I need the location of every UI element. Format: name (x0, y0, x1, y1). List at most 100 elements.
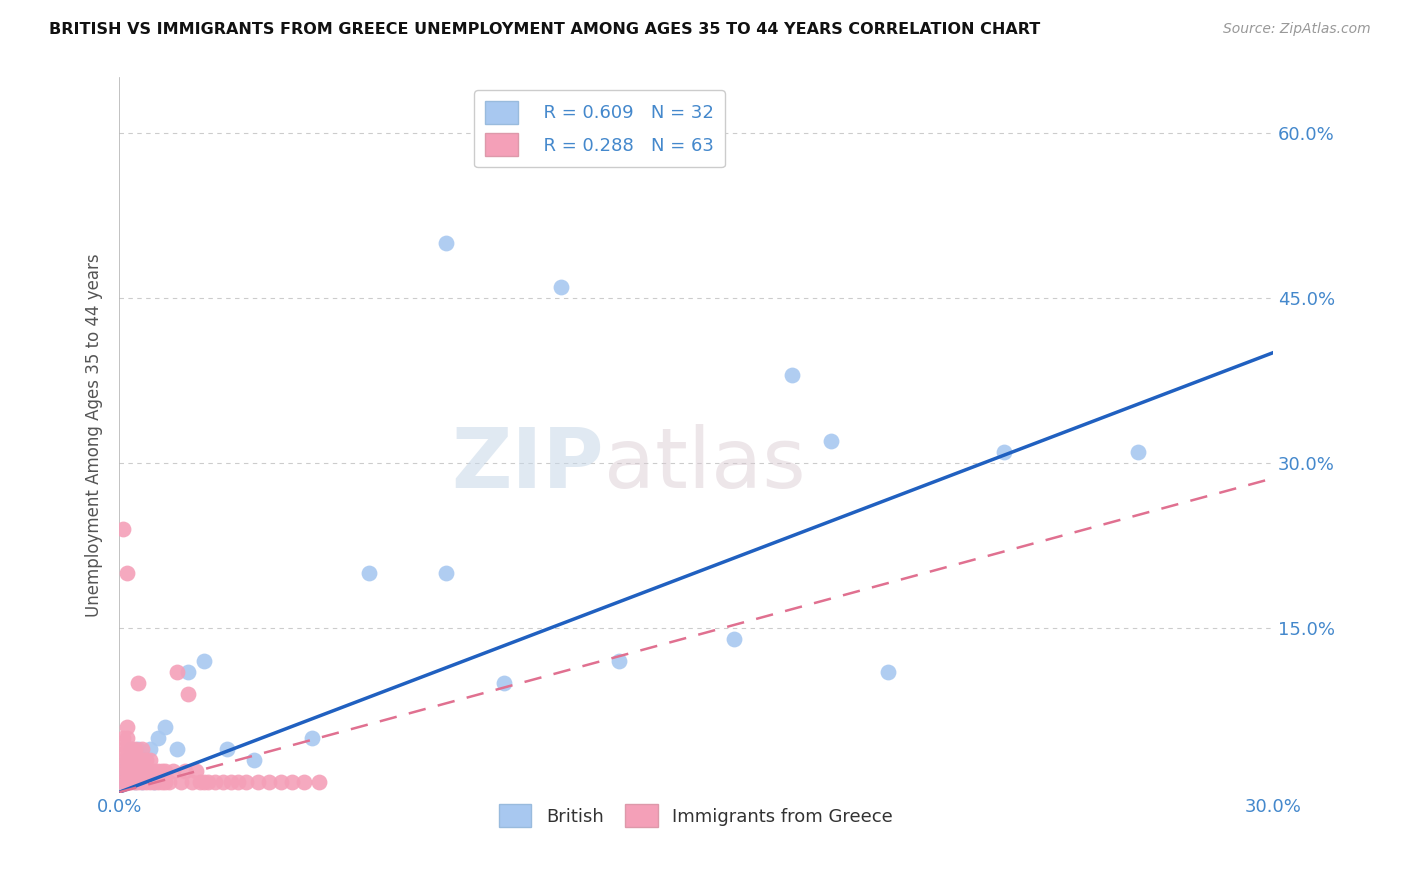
Point (115, 775, 138, 789)
Point (112, 775, 135, 789)
Text: ZIP: ZIP (451, 424, 603, 505)
Point (166, 665, 188, 680)
Point (243, 753, 266, 767)
Point (181, 775, 204, 789)
Point (131, 753, 153, 767)
Point (142, 775, 165, 789)
Point (115, 753, 138, 767)
Point (124, 742, 146, 756)
Point (142, 775, 165, 789)
Point (115, 720, 138, 734)
Point (115, 775, 138, 789)
Point (112, 731, 135, 746)
Point (186, 764, 208, 779)
Point (246, 775, 269, 789)
Point (131, 742, 153, 756)
Text: atlas: atlas (603, 424, 806, 505)
Point (124, 753, 146, 767)
Point (173, 764, 195, 779)
Point (292, 775, 315, 789)
Point (193, 775, 215, 789)
Point (128, 764, 150, 779)
Point (150, 764, 173, 779)
Point (434, 235, 457, 250)
Point (215, 742, 238, 756)
Point (131, 753, 153, 767)
Legend: British, Immigrants from Greece: British, Immigrants from Greece (492, 797, 900, 834)
Point (120, 742, 142, 756)
Point (120, 753, 142, 767)
Point (166, 742, 188, 756)
Point (359, 566, 381, 580)
Point (120, 775, 142, 789)
Point (820, 434, 842, 448)
Point (131, 775, 153, 789)
Point (197, 775, 219, 789)
Point (139, 742, 162, 756)
Point (139, 764, 162, 779)
Point (177, 687, 200, 701)
Point (128, 753, 150, 767)
Point (212, 775, 235, 789)
Point (607, 654, 630, 668)
Point (270, 775, 292, 789)
Point (135, 764, 157, 779)
Point (115, 742, 138, 756)
Point (308, 775, 330, 789)
Point (131, 764, 153, 779)
Point (124, 764, 146, 779)
Point (993, 445, 1015, 459)
Point (128, 775, 150, 789)
Point (128, 676, 150, 690)
Point (150, 775, 173, 789)
Point (112, 753, 135, 767)
Point (142, 764, 165, 779)
Point (128, 742, 150, 756)
Point (204, 775, 226, 789)
Point (135, 753, 157, 767)
Point (188, 775, 211, 789)
Point (301, 731, 323, 746)
Point (120, 764, 142, 779)
Point (235, 775, 257, 789)
Point (112, 522, 135, 536)
Point (124, 775, 146, 789)
Point (219, 775, 242, 789)
Point (139, 775, 162, 789)
Point (492, 676, 515, 690)
Point (193, 654, 215, 668)
Point (155, 720, 177, 734)
Point (228, 775, 250, 789)
Point (1128, 445, 1150, 459)
Point (112, 742, 135, 756)
Point (115, 764, 138, 779)
Point (115, 566, 138, 580)
Point (146, 764, 169, 779)
Point (780, 368, 803, 382)
Point (120, 742, 142, 756)
Point (257, 775, 280, 789)
Point (157, 775, 180, 789)
Point (112, 764, 135, 779)
Y-axis label: Unemployment Among Ages 35 to 44 years: Unemployment Among Ages 35 to 44 years (86, 253, 103, 617)
Point (124, 775, 146, 789)
Point (281, 775, 304, 789)
Point (550, 279, 572, 293)
Point (135, 764, 157, 779)
Point (146, 775, 169, 789)
Point (135, 775, 157, 789)
Point (877, 665, 900, 680)
Point (131, 775, 153, 789)
Point (155, 775, 177, 789)
Point (162, 764, 184, 779)
Point (112, 764, 135, 779)
Point (155, 764, 177, 779)
Point (723, 632, 745, 647)
Text: BRITISH VS IMMIGRANTS FROM GREECE UNEMPLOYMENT AMONG AGES 35 TO 44 YEARS CORRELA: BRITISH VS IMMIGRANTS FROM GREECE UNEMPL… (49, 22, 1040, 37)
Point (139, 753, 162, 767)
Point (170, 775, 193, 789)
Point (146, 731, 169, 746)
Point (124, 753, 146, 767)
Point (120, 764, 142, 779)
Point (434, 566, 457, 580)
